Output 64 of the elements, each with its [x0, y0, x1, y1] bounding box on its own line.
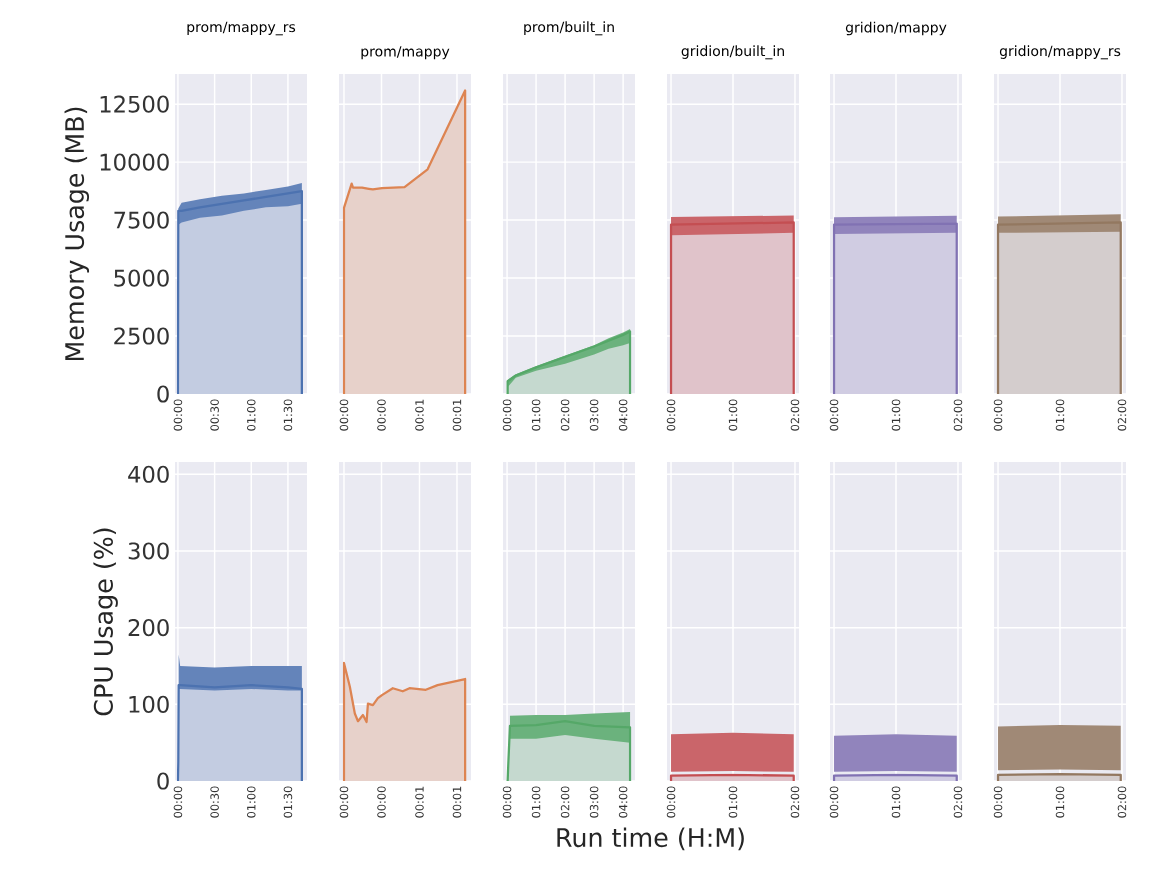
chart-title: gridion/mappy_rs: [999, 45, 1121, 60]
y-tick-label: 100: [129, 695, 169, 713]
x-tick-label: 00:00: [666, 399, 676, 431]
x-tick-label: 01:00: [246, 399, 256, 431]
y-tick-label: 12500: [100, 95, 169, 113]
y-tick-label: 0: [157, 772, 169, 790]
x-tick-label: 00:01: [452, 399, 462, 431]
x-tick-label: 02:00: [1117, 786, 1127, 818]
y-tick-label: 10000: [100, 153, 169, 171]
x-tick-label: 00:00: [377, 786, 386, 818]
x-tick-label: 02:00: [790, 399, 800, 431]
x-axis-title: Run time (H:M): [557, 827, 744, 851]
chart-title: prom/mappy_rs: [187, 21, 296, 36]
x-tick-label: 00:01: [415, 399, 424, 431]
chart-title: prom/mappy: [361, 46, 450, 60]
x-tick-label: 02:00: [560, 786, 570, 818]
x-tick-label: 01:00: [891, 786, 901, 818]
x-tick-label: 01:00: [728, 786, 738, 818]
x-tick-label: 03:00: [589, 399, 599, 431]
x-tick-label: 04:00: [618, 399, 628, 431]
chart-title: gridion/mappy: [845, 21, 947, 36]
y-axis-title: CPU Usage (%): [93, 528, 118, 716]
x-tick-label: 01:00: [891, 399, 901, 431]
y-tick-label: 7500: [114, 211, 169, 229]
y-tick-label: 400: [128, 465, 169, 483]
x-tick-label: 00:00: [829, 399, 839, 431]
x-tick-label: 01:00: [246, 786, 256, 818]
x-tick-label: 00:30: [210, 786, 219, 818]
y-tick-label: 0: [157, 385, 169, 403]
chart-title: gridion/built_in: [681, 45, 784, 60]
y-tick-label: 200: [128, 619, 169, 637]
x-tick-label: 00:00: [993, 399, 1003, 431]
x-tick-label: 00:00: [339, 786, 349, 818]
x-tick-label: 01:00: [531, 786, 541, 818]
x-tick-label: 00:01: [415, 786, 424, 818]
x-tick-label: 00:01: [452, 786, 462, 818]
x-tick-label: 00:00: [666, 786, 676, 818]
x-tick-label: 02:00: [560, 399, 570, 431]
x-tick-label: 01:30: [283, 786, 293, 818]
x-tick-label: 00:00: [829, 786, 839, 818]
x-tick-label: 00:00: [502, 786, 512, 818]
x-tick-label: 01:00: [728, 399, 738, 431]
x-tick-label: 01:00: [1055, 399, 1065, 431]
y-tick-label: 5000: [114, 269, 169, 287]
x-tick-label: 00:00: [993, 786, 1003, 818]
x-tick-label: 02:00: [953, 399, 963, 431]
x-tick-label: 04:00: [618, 786, 628, 818]
x-tick-label: 00:00: [377, 399, 386, 431]
x-tick-label: 01:00: [531, 399, 541, 431]
x-tick-label: 02:00: [1117, 399, 1127, 431]
x-tick-label: 00:30: [210, 399, 219, 431]
x-tick-label: 02:00: [790, 786, 800, 818]
y-axis-title: Memory Usage (MB): [64, 107, 90, 361]
x-tick-label: 00:00: [173, 399, 183, 431]
x-tick-label: 00:00: [173, 786, 183, 818]
x-tick-label: 02:00: [953, 786, 963, 818]
chart-title: prom/built_in: [524, 21, 614, 36]
x-tick-label: 00:00: [339, 399, 349, 431]
x-tick-label: 03:00: [589, 786, 599, 818]
x-tick-label: 01:00: [1055, 786, 1065, 818]
x-tick-label: 01:30: [283, 399, 293, 431]
y-tick-label: 2500: [114, 327, 169, 345]
y-tick-label: 300: [128, 542, 169, 560]
x-tick-label: 00:00: [502, 399, 512, 431]
